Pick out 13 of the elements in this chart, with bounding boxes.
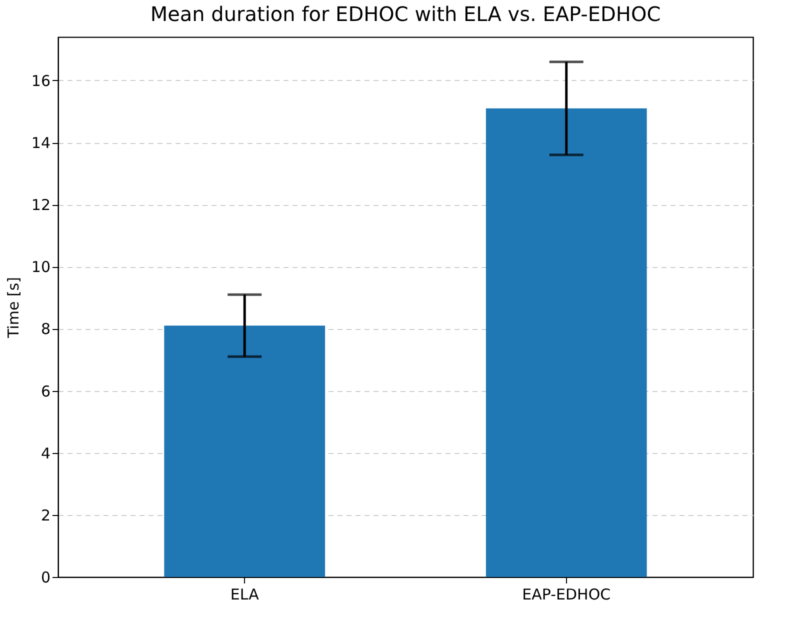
y-tick-label: 14: [31, 134, 50, 152]
y-tick-label: 16: [31, 72, 50, 90]
y-tick-label: 0: [40, 568, 50, 586]
chart-title: Mean duration for EDHOC with ELA vs. EAP-EDHOC: [150, 2, 661, 26]
x-tick-label: EAP-EDHOC: [522, 586, 611, 604]
y-tick-label: 6: [40, 382, 50, 400]
y-tick-label: 10: [31, 258, 50, 276]
y-tick-label: 4: [40, 444, 50, 462]
y-tick-label: 12: [31, 196, 50, 214]
y-tick-label: 8: [40, 320, 50, 338]
y-tick-label: 2: [40, 506, 50, 524]
y-axis-title: Time [s]: [4, 277, 22, 339]
x-tick-label: ELA: [230, 586, 260, 604]
